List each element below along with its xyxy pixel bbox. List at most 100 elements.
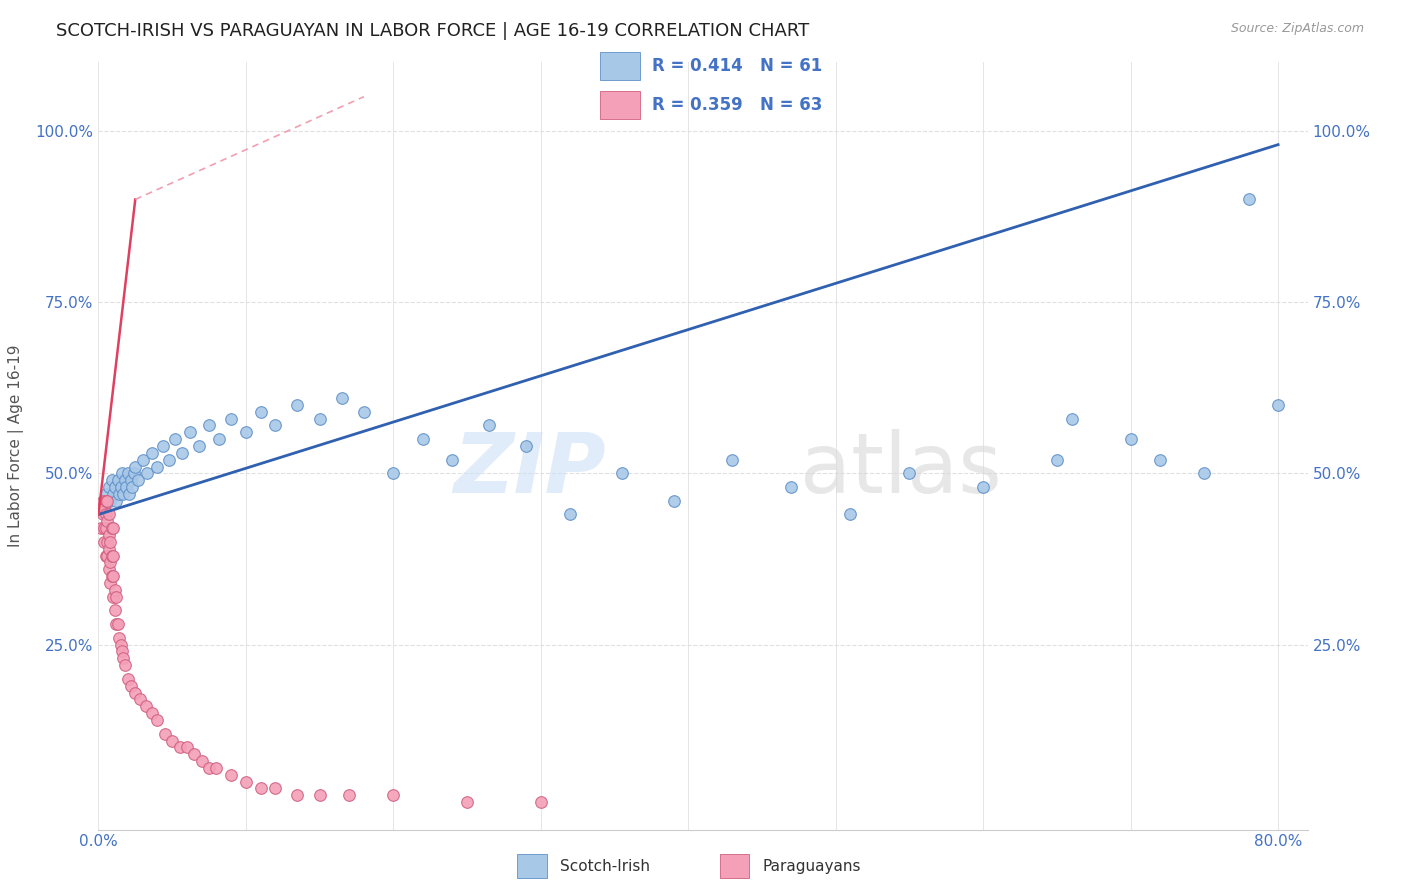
Point [98,535,121,549]
Point [98,556,121,570]
Point [337,789,360,803]
Point [120,473,142,487]
Point [780,480,803,494]
Point [98,576,121,591]
Point [208,432,231,446]
Point [100,521,122,535]
Point [1267,398,1289,412]
Point [105,617,128,632]
Point [219,411,242,425]
Point [97,508,120,522]
Point [112,487,135,501]
Point [141,446,163,460]
Point [1046,452,1069,467]
Point [441,452,464,467]
Point [198,418,221,433]
Point [153,726,176,740]
Point [94,521,117,535]
Point [101,569,124,583]
Point [104,480,127,494]
Point [136,467,159,481]
Point [104,582,127,597]
Point [662,493,685,508]
Point [111,467,134,481]
Point [190,754,212,768]
Point [114,473,136,487]
Point [478,418,501,433]
Point [1060,411,1083,425]
Point [94,549,117,563]
Point [308,411,330,425]
Point [141,706,163,720]
Point [382,467,405,481]
FancyBboxPatch shape [600,91,640,120]
Point [96,535,118,549]
Point [198,761,221,775]
Point [235,774,257,789]
Point [187,439,209,453]
Point [100,549,122,563]
Point [94,508,117,522]
Point [219,768,242,782]
Point [146,713,169,727]
Point [249,781,271,796]
Text: atlas: atlas [800,428,1001,509]
Point [108,487,131,501]
Point [117,672,139,686]
Point [330,391,353,405]
Point [97,541,120,556]
Point [90,521,112,535]
Point [249,405,271,419]
Point [93,521,115,535]
Point [287,398,309,412]
FancyBboxPatch shape [600,53,640,80]
Point [114,658,136,673]
Point [1149,452,1171,467]
Point [353,405,375,419]
Text: Source: ZipAtlas.com: Source: ZipAtlas.com [1230,22,1364,36]
Point [179,425,201,440]
Point [115,480,138,494]
Point [105,493,128,508]
Point [721,452,744,467]
Point [94,493,117,508]
Point [96,549,118,563]
Point [560,508,582,522]
Point [101,487,124,501]
Point [91,493,114,508]
Point [100,473,122,487]
Point [1194,467,1216,481]
Point [112,651,135,665]
Point [128,692,150,706]
Point [1237,193,1260,207]
Point [235,425,257,440]
Point [382,789,405,803]
Point [839,508,862,522]
Point [94,487,117,501]
Point [124,459,146,474]
Point [100,569,122,583]
Point [117,467,139,481]
Point [110,480,132,494]
Text: R = 0.359   N = 63: R = 0.359 N = 63 [652,95,823,114]
Point [515,439,537,453]
Point [176,740,198,755]
Point [93,500,115,515]
Point [160,733,183,747]
Point [105,590,128,604]
FancyBboxPatch shape [517,855,547,878]
Point [120,679,142,693]
Point [107,473,129,487]
Point [97,528,120,542]
Text: Paraguayans: Paraguayans [762,859,860,873]
Point [110,638,132,652]
Point [127,473,149,487]
Point [121,480,143,494]
Point [205,761,228,775]
Point [93,535,115,549]
Y-axis label: In Labor Force | Age 16-19: In Labor Force | Age 16-19 [8,344,24,548]
Point [96,493,118,508]
Point [97,562,120,576]
Point [108,631,131,645]
Point [124,685,146,699]
